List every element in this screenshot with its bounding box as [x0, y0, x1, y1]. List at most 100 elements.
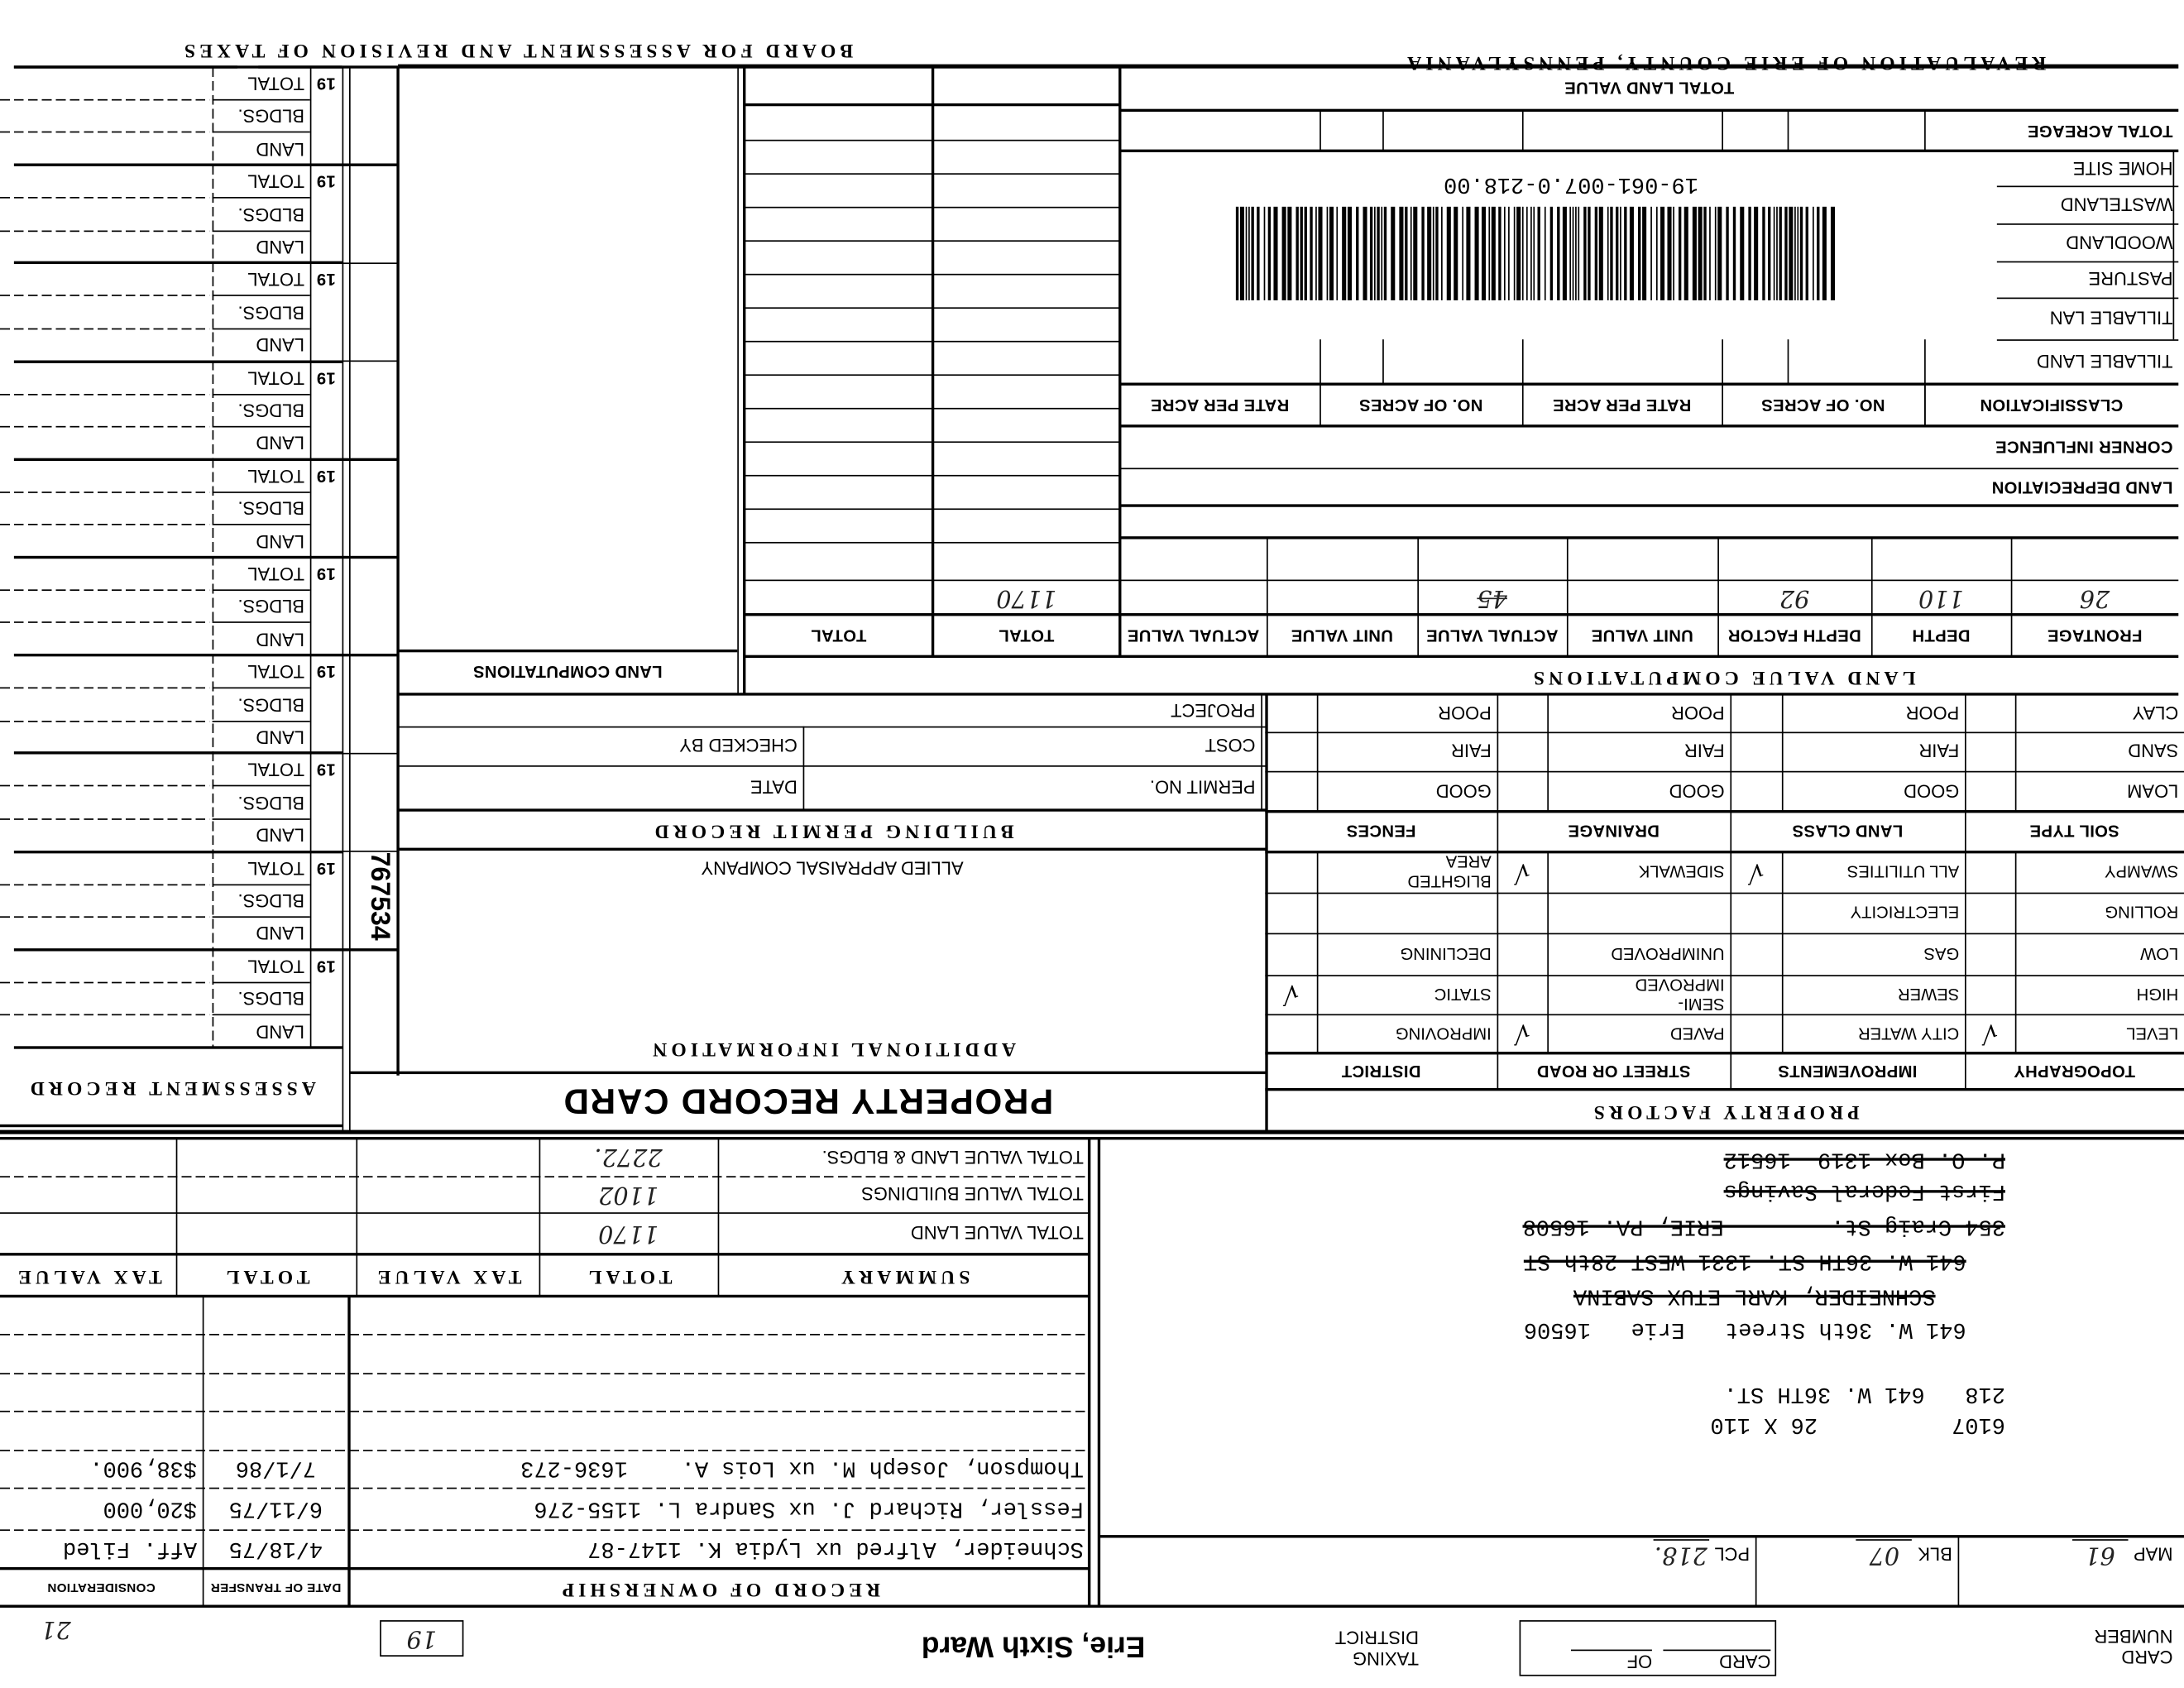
rule-line: [0, 1372, 1090, 1374]
barcode-bar: [1513, 206, 1516, 300]
soil-option-label: GOOD: [1435, 780, 1492, 802]
barcode-bar: [1650, 206, 1652, 300]
rule-line: [13, 947, 342, 952]
assessment-row-label: LAND: [256, 236, 304, 257]
checkbox[interactable]: [1730, 975, 1781, 1014]
checkbox[interactable]: [1497, 893, 1548, 933]
rule-line: [342, 654, 399, 657]
barcode-bar: [1638, 206, 1641, 300]
card-of-box: [1519, 1620, 1777, 1676]
checkbox[interactable]: [1497, 975, 1548, 1014]
address-line: 641 W. 36th Street Erie 16506: [1523, 1316, 1966, 1343]
barcode-bar: [1248, 206, 1250, 300]
rule-line: [342, 556, 399, 559]
additional-info-title: ADDITIONAL INFORMATION: [649, 1038, 1016, 1059]
barcode: [1235, 206, 1837, 300]
rule-line: [1260, 693, 1262, 811]
checkbox[interactable]: [1965, 933, 2015, 976]
rule-line: [342, 360, 399, 362]
rule-line: [1964, 1053, 1966, 1090]
barcode-bar: [1381, 206, 1383, 300]
checkbox[interactable]: [1265, 1014, 1316, 1053]
rule-line: [398, 692, 2179, 697]
rule-line: [398, 808, 1267, 812]
property-factors-title: PROPERTY FACTORS: [1589, 1101, 1860, 1123]
rule-line: [1496, 693, 1498, 812]
barcode-bar: [1239, 206, 1245, 300]
block-field: BLK 07: [1755, 1537, 1958, 1571]
soil-option-label: FAIR: [1918, 741, 1960, 762]
factor-option-label: LEVEL: [2126, 1024, 2179, 1043]
classification-row-label: WOODLAND: [2066, 232, 2173, 253]
barcode-bar: [1356, 206, 1359, 300]
soil-option-label: GOOD: [1669, 780, 1725, 802]
rule-line: [1721, 110, 1723, 151]
computation-value: 110: [1918, 583, 1964, 612]
checkbox[interactable]: [1965, 893, 2015, 933]
computation-value: [745, 581, 933, 615]
rule-line: [0, 1528, 1090, 1531]
assessment-row-label: TOTAL: [247, 269, 304, 290]
checkbox-checked[interactable]: √: [1747, 857, 1765, 887]
rule-line: [1964, 811, 1966, 852]
factor-option-label: SEWER: [1897, 985, 1960, 1005]
checkbox[interactable]: [1265, 852, 1316, 893]
rule-line: [13, 359, 342, 363]
rule-line: [1099, 1534, 2184, 1538]
factor-option-label: IMPROVING: [1395, 1024, 1492, 1043]
classification-header: RATE PER ACRE: [1150, 395, 1290, 415]
checkbox[interactable]: [1965, 852, 2015, 893]
checkbox[interactable]: [1265, 893, 1316, 933]
rule-line: [349, 1071, 1267, 1075]
summary-row-total: 1102: [598, 1180, 659, 1209]
corner-influence-label: CORNER INFLUENCE: [1995, 437, 2173, 457]
rule-line: [1721, 384, 1723, 426]
rule-line: [743, 67, 746, 694]
address-line: 218 641 W. 36TH ST.: [1723, 1381, 2005, 1407]
checkbox-checked[interactable]: √: [1514, 857, 1530, 887]
checkbox-checked[interactable]: √: [1282, 980, 1300, 1009]
project-label: PROJECT: [1171, 700, 1256, 722]
barcode-bar: [1629, 206, 1634, 300]
barcode-bar: [1569, 206, 1571, 300]
checkbox[interactable]: [1730, 1014, 1781, 1053]
barcode-bar: [1363, 206, 1367, 300]
checkbox[interactable]: [1265, 933, 1316, 976]
barcode-bar: [1797, 206, 1799, 300]
checkbox[interactable]: [1730, 893, 1781, 933]
barcode-bar: [1620, 206, 1621, 300]
rule-line: [212, 818, 310, 820]
rule-line: [0, 687, 210, 689]
property-record-card-title: PROPERTY RECORD CARD: [562, 1081, 1054, 1121]
factor-option-label: DECLINING: [1400, 944, 1492, 964]
rule-line: [1521, 339, 1523, 385]
total-acreage-label: TOTAL ACREAGE: [2027, 121, 2173, 141]
checkbox[interactable]: [1965, 975, 2015, 1014]
rule-line: [212, 328, 310, 329]
rule-line: [212, 197, 310, 199]
barcode-bar: [1799, 206, 1803, 300]
year-prefix: 19: [316, 271, 336, 290]
address-line: 641 W. 36TH ST. 1331 WEST 28th ST: [1523, 1249, 1966, 1275]
barcode-bar: [1726, 206, 1729, 300]
checkbox-checked[interactable]: √: [1981, 1019, 1999, 1048]
barcode-bar: [1616, 206, 1619, 300]
barcode-bar: [1281, 206, 1286, 300]
ward-box: [380, 1620, 464, 1657]
barcode-bar: [1530, 206, 1532, 300]
rule-line: [1118, 67, 1122, 657]
rule-line: [1319, 110, 1321, 151]
checkbox-checked[interactable]: √: [1514, 1019, 1530, 1048]
rule-line: [212, 295, 310, 297]
assessment-row-label: LAND: [256, 628, 304, 650]
rule-line: [0, 98, 210, 101]
rule-line: [1382, 110, 1383, 151]
checkbox[interactable]: [1730, 933, 1781, 976]
factor-option-label: PAVED: [1670, 1024, 1725, 1043]
checkbox[interactable]: [1497, 933, 1548, 976]
rule-line: [342, 752, 399, 755]
barcode-bar: [1521, 206, 1524, 300]
factor-header: DISTRICT: [1341, 1061, 1421, 1081]
parcel-field: PCL 218.: [1257, 1537, 1755, 1571]
